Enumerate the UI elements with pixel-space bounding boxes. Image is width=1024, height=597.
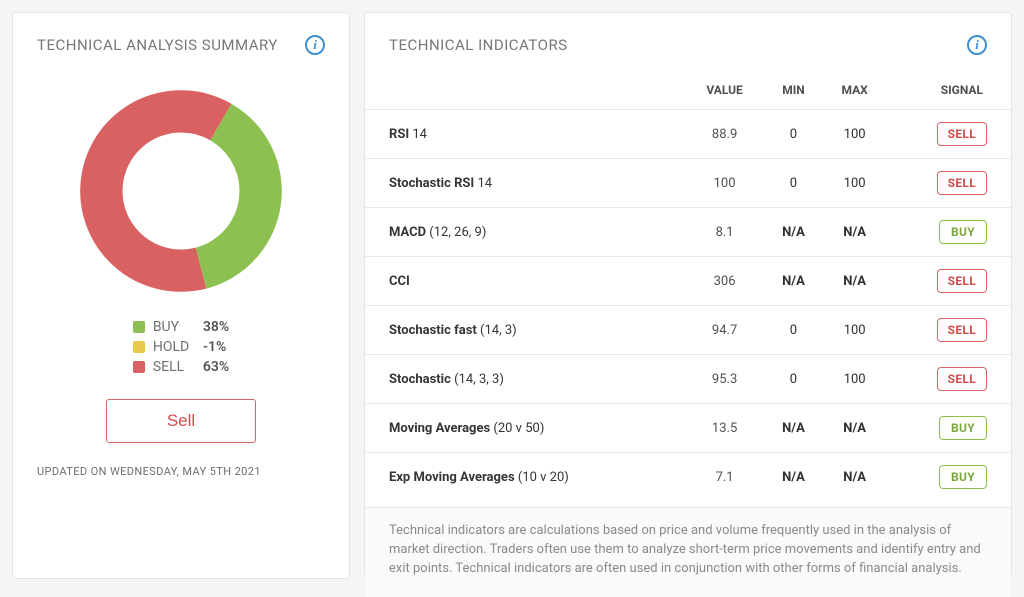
sell-button[interactable]: Sell xyxy=(106,399,256,443)
indicator-max: 100 xyxy=(823,159,887,208)
legend-swatch xyxy=(133,361,145,373)
signal-badge-buy[interactable]: BUY xyxy=(939,416,987,440)
indicator-max: 100 xyxy=(823,355,887,404)
table-header-row: VALUE MIN MAX SIGNAL xyxy=(365,73,1011,110)
indicator-min: 0 xyxy=(764,355,823,404)
indicator-signal-cell: BUY xyxy=(887,453,1011,502)
signal-badge-sell[interactable]: SELL xyxy=(937,318,987,342)
indicator-name: Stochastic fast (14, 3) xyxy=(365,306,685,355)
indicator-value: 306 xyxy=(685,257,764,306)
indicator-min: N/A xyxy=(764,404,823,453)
info-icon[interactable]: i xyxy=(967,35,987,55)
table-row: MACD (12, 26, 9)8.1N/AN/ABUY xyxy=(365,208,1011,257)
legend-swatch xyxy=(133,321,145,333)
indicators-footnote: Technical indicators are calculations ba… xyxy=(365,507,1011,597)
indicator-name: CCI xyxy=(365,257,685,306)
col-value: VALUE xyxy=(685,73,764,110)
indicator-max: 100 xyxy=(823,306,887,355)
indicator-signal-cell: SELL xyxy=(887,159,1011,208)
indicators-table: VALUE MIN MAX SIGNAL RSI 1488.90100SELLS… xyxy=(365,73,1011,501)
indicator-signal-cell: SELL xyxy=(887,257,1011,306)
indicator-value: 95.3 xyxy=(685,355,764,404)
indicator-value: 7.1 xyxy=(685,453,764,502)
indicator-max: N/A xyxy=(823,208,887,257)
table-row: Stochastic RSI 141000100SELL xyxy=(365,159,1011,208)
table-row: CCI306N/AN/ASELL xyxy=(365,257,1011,306)
donut-legend: BUY 38% HOLD -1% SELL 63% xyxy=(133,317,229,377)
indicators-title: TECHNICAL INDICATORS xyxy=(389,36,568,54)
indicator-max: 100 xyxy=(823,110,887,159)
indicator-min: N/A xyxy=(764,453,823,502)
indicator-name: MACD (12, 26, 9) xyxy=(365,208,685,257)
donut-row xyxy=(37,79,325,303)
indicator-signal-cell: SELL xyxy=(887,110,1011,159)
signal-badge-sell[interactable]: SELL xyxy=(937,122,987,146)
legend-row-sell: SELL 63% xyxy=(133,357,229,377)
signal-badge-sell[interactable]: SELL xyxy=(937,269,987,293)
col-max: MAX xyxy=(823,73,887,110)
indicator-name: Moving Averages (20 v 50) xyxy=(365,404,685,453)
indicator-name: RSI 14 xyxy=(365,110,685,159)
indicator-name: Stochastic (14, 3, 3) xyxy=(365,355,685,404)
updated-label: UPDATED ON WEDNESDAY, MAY 5TH 2021 xyxy=(37,465,325,478)
indicator-signal-cell: BUY xyxy=(887,208,1011,257)
indicator-signal-cell: SELL xyxy=(887,355,1011,404)
indicator-min: 0 xyxy=(764,159,823,208)
summary-title: TECHNICAL ANALYSIS SUMMARY xyxy=(37,36,278,54)
indicators-header: TECHNICAL INDICATORS i xyxy=(365,35,1011,55)
legend-pct: -1% xyxy=(203,339,226,355)
table-row: Stochastic (14, 3, 3)95.30100 SELL xyxy=(365,355,1011,404)
signal-badge-sell[interactable]: SELL xyxy=(937,367,987,391)
indicator-max: N/A xyxy=(823,453,887,502)
signal-badge-buy[interactable]: BUY xyxy=(939,465,987,489)
legend-swatch xyxy=(133,341,145,353)
col-name xyxy=(365,73,685,110)
indicators-card: TECHNICAL INDICATORS i VALUE MIN MAX SIG… xyxy=(364,12,1012,579)
summary-card: TECHNICAL ANALYSIS SUMMARY i BUY 38% HOLD-… xyxy=(12,12,350,579)
indicator-min: 0 xyxy=(764,110,823,159)
indicator-value: 88.9 xyxy=(685,110,764,159)
info-icon[interactable]: i xyxy=(305,35,325,55)
indicator-max: N/A xyxy=(823,257,887,306)
legend-pct: 38% xyxy=(203,319,229,335)
indicator-min: 0 xyxy=(764,306,823,355)
indicator-max: N/A xyxy=(823,404,887,453)
indicator-value: 94.7 xyxy=(685,306,764,355)
indicator-value: 13.5 xyxy=(685,404,764,453)
indicator-signal-cell: SELL xyxy=(887,306,1011,355)
table-row: RSI 1488.90100 SELL xyxy=(365,110,1011,159)
indicator-value: 100 xyxy=(685,159,764,208)
summary-header: TECHNICAL ANALYSIS SUMMARY i xyxy=(37,35,325,55)
legend-label: SELL xyxy=(153,359,195,375)
table-row: Exp Moving Averages (10 v 20)7.1N/AN/ABU… xyxy=(365,453,1011,502)
legend-label: BUY xyxy=(153,319,195,335)
legend-row-hold: HOLD -1% xyxy=(133,337,229,357)
indicator-name: Exp Moving Averages (10 v 20) xyxy=(365,453,685,502)
indicator-value: 8.1 xyxy=(685,208,764,257)
legend-label: HOLD xyxy=(153,339,195,355)
indicator-min: N/A xyxy=(764,208,823,257)
signal-badge-buy[interactable]: BUY xyxy=(939,220,987,244)
legend-pct: 63% xyxy=(203,359,229,375)
indicator-min: N/A xyxy=(764,257,823,306)
indicator-name: Stochastic RSI 14 xyxy=(365,159,685,208)
col-min: MIN xyxy=(764,73,823,110)
signal-badge-sell[interactable]: SELL xyxy=(937,171,987,195)
donut-chart xyxy=(69,79,293,303)
col-signal: SIGNAL xyxy=(887,73,1011,110)
table-row: Stochastic fast (14, 3)94.70100 SELL xyxy=(365,306,1011,355)
indicator-signal-cell: BUY xyxy=(887,404,1011,453)
table-row: Moving Averages (20 v 50)13.5N/AN/ABUY xyxy=(365,404,1011,453)
legend-row-buy: BUY 38% xyxy=(133,317,229,337)
